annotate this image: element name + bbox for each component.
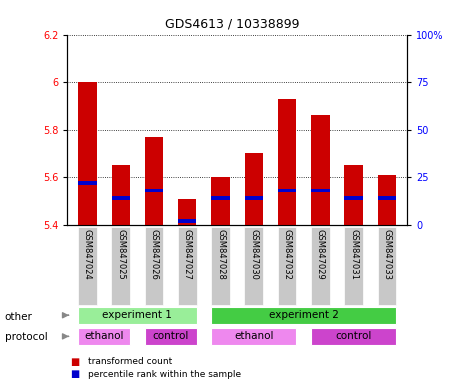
Bar (78, 328, 130, 345)
Text: GSM847029: GSM847029 (316, 229, 325, 280)
Bar (78, 307, 197, 324)
Text: control: control (153, 331, 189, 341)
Text: experiment 2: experiment 2 (269, 310, 339, 320)
Bar (112, 165, 130, 225)
Bar (344, 227, 363, 305)
Bar (145, 227, 163, 305)
Bar (245, 196, 263, 200)
Bar (211, 307, 396, 324)
Bar (311, 328, 396, 345)
Text: GSM847032: GSM847032 (283, 229, 292, 280)
Bar (212, 177, 230, 225)
Text: GDS4613 / 10338899: GDS4613 / 10338899 (165, 17, 300, 30)
Bar (278, 227, 296, 305)
Text: other: other (5, 312, 33, 322)
Bar (212, 196, 230, 200)
Bar (245, 227, 263, 305)
Text: experiment 1: experiment 1 (102, 310, 172, 320)
Text: ■: ■ (70, 357, 79, 367)
Bar (178, 219, 196, 223)
Bar (112, 196, 130, 200)
Text: protocol: protocol (5, 332, 47, 342)
Bar (178, 227, 197, 305)
Text: GSM847026: GSM847026 (149, 229, 159, 280)
Bar (378, 196, 396, 200)
Text: GSM847030: GSM847030 (249, 229, 258, 280)
Bar (245, 153, 263, 225)
Bar (311, 189, 330, 192)
Bar (111, 227, 130, 305)
Bar (311, 115, 330, 225)
Bar (78, 82, 97, 225)
Bar (278, 189, 296, 192)
Text: ■: ■ (70, 369, 79, 379)
Text: ethanol: ethanol (234, 331, 273, 341)
Bar (345, 165, 363, 225)
Bar (378, 175, 396, 225)
Bar (145, 328, 197, 345)
Bar (278, 99, 296, 225)
Text: GSM847027: GSM847027 (183, 229, 192, 280)
Text: GSM847033: GSM847033 (382, 229, 392, 280)
Bar (378, 227, 396, 305)
Text: GSM847025: GSM847025 (116, 229, 125, 280)
Text: transformed count: transformed count (88, 357, 173, 366)
Bar (78, 181, 97, 185)
Text: percentile rank within the sample: percentile rank within the sample (88, 370, 241, 379)
Bar (78, 227, 97, 305)
Bar (145, 137, 163, 225)
Bar (211, 227, 230, 305)
Text: ethanol: ethanol (84, 331, 124, 341)
Text: GSM847024: GSM847024 (83, 229, 92, 280)
Bar (178, 199, 196, 225)
Bar (345, 196, 363, 200)
Text: GSM847031: GSM847031 (349, 229, 358, 280)
Bar (145, 189, 163, 192)
Bar (211, 328, 296, 345)
Text: GSM847028: GSM847028 (216, 229, 225, 280)
Text: control: control (335, 331, 372, 341)
Bar (311, 227, 330, 305)
